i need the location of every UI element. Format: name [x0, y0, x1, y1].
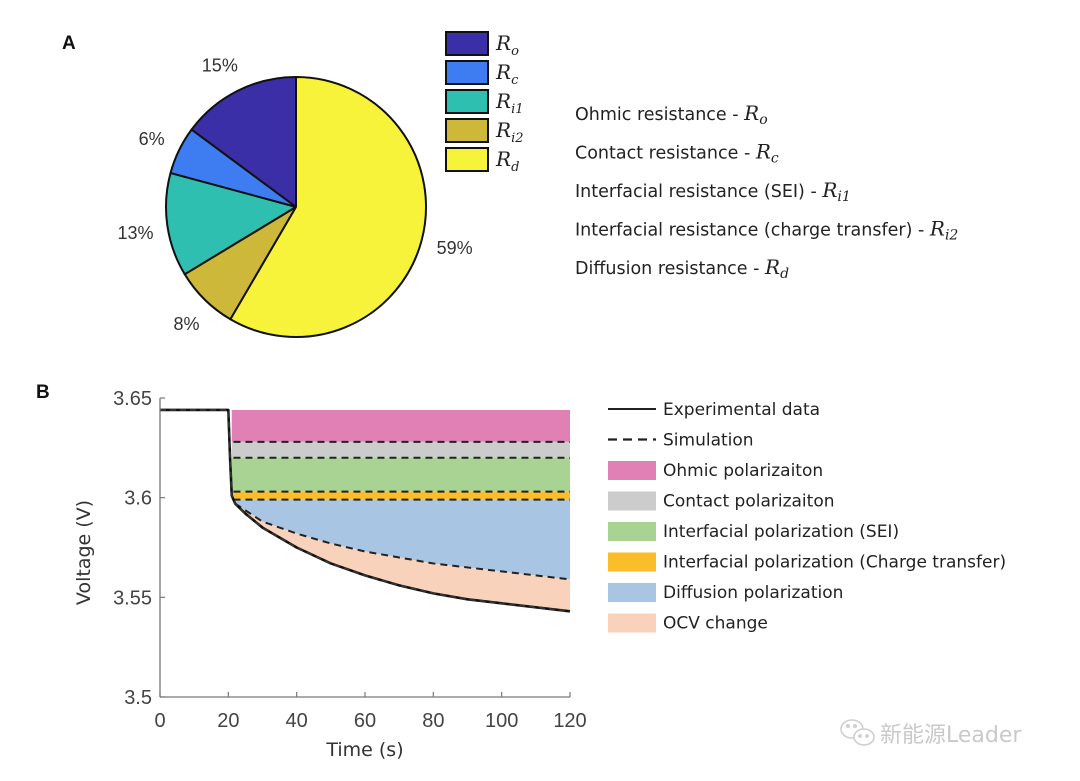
pie-slice-ri1: [165, 172, 297, 276]
description-1: Ohmic resistance - Ro: [575, 101, 768, 128]
y-tick-3.65: 3.65: [113, 388, 152, 410]
legend-label-ohmic-polarizaiton: Ohmic polarizaiton: [663, 461, 823, 481]
x-tick-20: 20: [217, 710, 239, 732]
watermark: 新能源Leader: [840, 719, 1022, 748]
x-tick-80: 80: [422, 710, 444, 732]
band-5: [235, 499, 570, 580]
pie-label-rd: 59%: [437, 238, 473, 258]
band-6: [235, 503, 570, 612]
x-tick-100: 100: [485, 710, 518, 732]
band-3: [231, 457, 570, 492]
band-1: [231, 409, 570, 442]
x-tick-120: 120: [553, 710, 586, 732]
legend-label-interfacial-polarization-sei: Interfacial polarization (SEI): [663, 522, 899, 542]
y-tick-3.5: 3.5: [124, 687, 152, 709]
legend-swatch-ohmic-polarizaiton: [608, 461, 656, 480]
x-tick-40: 40: [286, 710, 308, 732]
wechat-icon: [840, 719, 875, 746]
pie-chart: 15% 6% 13% 8% 59%: [118, 56, 473, 338]
pie-slice-rd: [229, 76, 427, 338]
legend-swatch-rd: [445, 147, 489, 172]
legend-swatch-contact-polarizaiton: [608, 491, 656, 511]
voltage-plot: 0 20 40 60 80 100 120 3.5 3.55 3.6 3.65 Time (s) Vol…: [73, 388, 587, 761]
legend-label-rc: Rc: [495, 60, 519, 88]
legend-label-rd: Rd: [495, 147, 519, 175]
pie-label-ri2: 8%: [174, 314, 200, 334]
legend-swatch-ro: [445, 31, 489, 56]
legend-label-contact-polarizaiton: Contact polarizaiton: [663, 492, 835, 512]
legend-swatch-diffusion-polarization: [608, 583, 656, 602]
watermark-text: 新能源Leader: [880, 723, 1022, 748]
legend-label-interfacial-polarization-charge-transfer: Interfacial polarization (Charge transfe…: [663, 553, 1006, 573]
panel-a-label: A: [62, 33, 76, 54]
x-tick-0: 0: [154, 710, 165, 732]
y-axis-title: Voltage (V): [73, 500, 95, 605]
pie-label-rc: 6%: [139, 129, 165, 149]
legend-label-ri1: Ri1: [495, 89, 524, 117]
legend-label-ri2: Ri2: [495, 118, 524, 146]
band-2: [231, 441, 570, 458]
sim-diffusion-boundary: [234, 502, 571, 581]
legend-swatch-ocv-change: [608, 613, 656, 633]
pie-label-ro: 15%: [202, 56, 238, 76]
panel-b-label: B: [36, 382, 50, 403]
x-tick-60: 60: [354, 710, 376, 732]
legend-label-ocv-change: OCV change: [663, 614, 768, 634]
legend-label-simulation: Simulation: [663, 431, 754, 451]
band-4: [231, 491, 570, 500]
x-axis-title: Time (s): [325, 739, 403, 761]
y-tick-3.55: 3.55: [113, 587, 152, 609]
legend-swatch-rc: [445, 60, 489, 85]
description-3: Interfacial resistance (SEI) - Ri1: [575, 178, 851, 205]
y-tick-3.6: 3.6: [124, 488, 152, 510]
description-2: Contact resistance - Rc: [575, 140, 779, 167]
description-5: Diffusion resistance - Rd: [575, 255, 789, 282]
series-simulation: [160, 408, 571, 613]
legend-swatch-ri1: [445, 89, 489, 114]
legend-label-experimental-data: Experimental data: [663, 400, 820, 420]
legend-swatch-ri2: [445, 118, 489, 143]
legend-label-diffusion-polarization: Diffusion polarization: [663, 583, 843, 603]
resistance-descriptions: Ohmic resistance - Ro Contact resistance …: [575, 101, 958, 282]
legend-swatch-interfacial-polarization-charge-transfer: [608, 552, 656, 572]
legend-label-ro: Ro: [495, 31, 519, 59]
legend-swatch-interfacial-polarization-sei: [608, 522, 656, 541]
description-4: Interfacial resistance (charge transfer)…: [575, 217, 958, 244]
voltage-legend: Experimental data Simulation Ohmic polariz…: [608, 400, 1006, 634]
pie-label-ri1: 13%: [118, 223, 154, 243]
pie-slice-ro: [190, 76, 297, 208]
